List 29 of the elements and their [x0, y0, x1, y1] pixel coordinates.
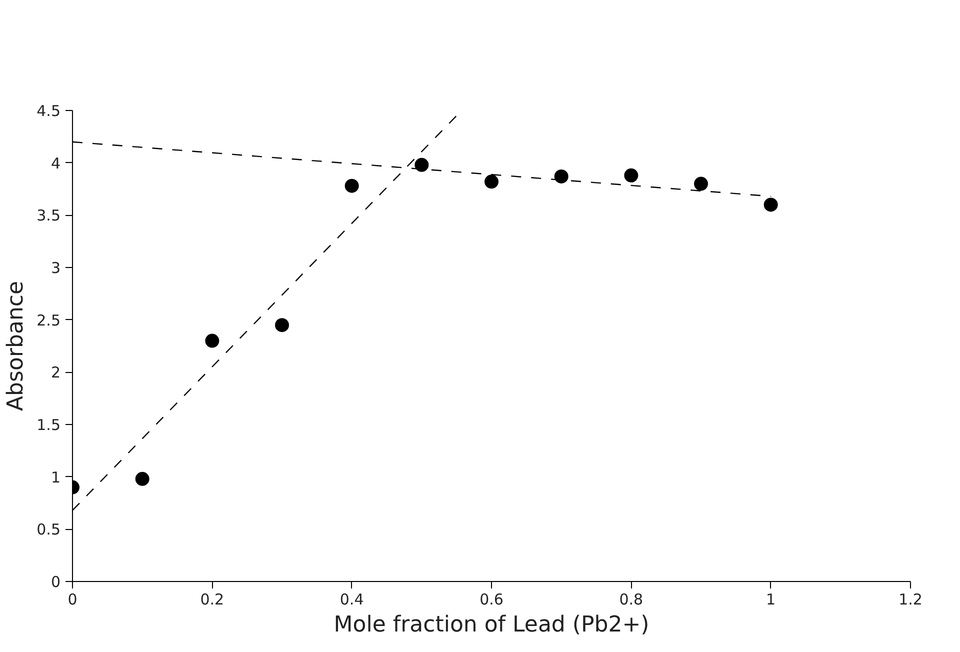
y-tick-label: 3.5 [36, 206, 61, 225]
y-tick-label: 0.5 [36, 520, 61, 539]
y-tick-label: 0 [50, 573, 61, 591]
point [414, 158, 429, 172]
y-tick-label: 1.5 [36, 416, 61, 434]
y-tick-label: 2.5 [36, 311, 61, 330]
x-tick-label: 0 [68, 590, 78, 608]
y-tick-label: 4 [50, 154, 61, 172]
y-tick-label: 2 [50, 364, 61, 382]
point [135, 472, 150, 486]
y-tick-label: 1 [50, 468, 61, 486]
point [275, 318, 289, 332]
x-tick-label: 0.2 [200, 590, 224, 608]
x-tick-label: 0.8 [619, 590, 644, 608]
point [764, 198, 778, 212]
y-tick-label: 3 [50, 259, 61, 277]
point [554, 169, 568, 184]
point [344, 178, 359, 193]
point [484, 174, 498, 189]
x-axis-title: Mole fraction of Lead (Pb2+) [334, 612, 650, 638]
y-tick-label: 4.5 [36, 102, 61, 120]
point [624, 168, 638, 182]
point [694, 176, 708, 191]
point [205, 334, 220, 348]
x-tick-label: 0.6 [480, 590, 504, 608]
y-axis-title: Absorbance [4, 280, 29, 411]
x-tick-label: 1.2 [898, 590, 922, 608]
x-tick-label: 0.4 [340, 590, 364, 608]
x-tick-label: 1 [766, 590, 776, 608]
